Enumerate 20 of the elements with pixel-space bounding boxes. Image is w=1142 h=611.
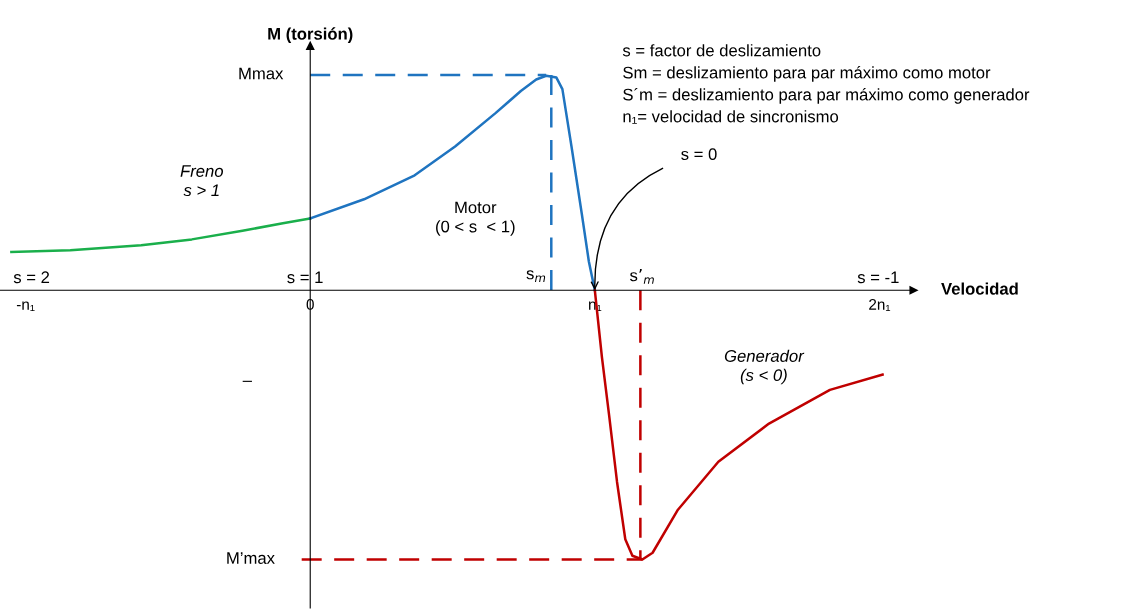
annotation: s$_{m}$ [526, 270, 546, 282]
x-tick-label: 2n₁ [869, 299, 891, 311]
chart-title: M (torsión) [268, 27, 353, 44]
x-axis-title: Velocidad [941, 282, 1018, 295]
x-tick-label: -n₁ [16, 301, 35, 311]
annotation: s = 2 [13, 271, 50, 284]
annotation: Mmax [239, 67, 284, 80]
annotation: s = 0 [681, 148, 717, 161]
annotation: M’max [227, 552, 275, 564]
annotation: n₁= velocidad de sincronismo [623, 110, 839, 124]
annotation: Motor (0 < s < 1) [436, 201, 515, 236]
annotation: S´m = deslizamiento para par máximo como generador [623, 88, 1030, 104]
annotation: – [242, 380, 252, 382]
annotation: Generador (s < 0) [724, 349, 805, 385]
annotation: s = 1 [287, 271, 323, 284]
text: s = factor de deslizamiento [622, 44, 821, 57]
annotation: Sm = deslizamiento para par máximo como motor [623, 66, 991, 82]
annotation: Freno s > 1 [180, 165, 224, 197]
annotation: s = -1 [857, 271, 899, 284]
annotation: s’$_{m}$ [630, 268, 654, 284]
